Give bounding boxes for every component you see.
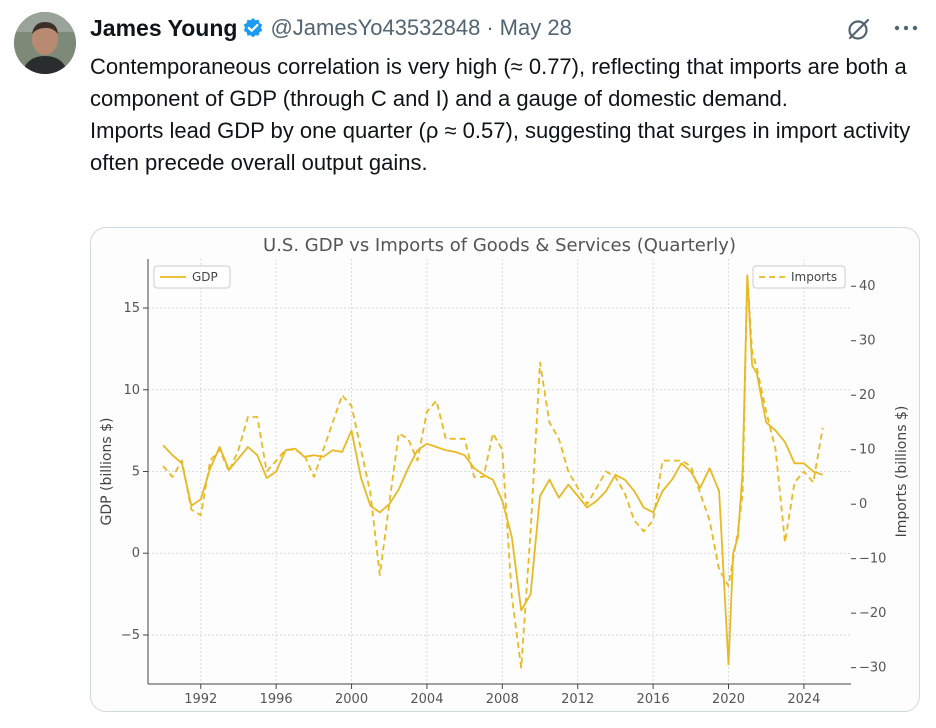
y-tick-label: 10 [123,383,140,398]
y2-tick-label: 0 [859,497,867,512]
y-tick-label: 0 [132,546,140,561]
x-tick-label: 2016 [637,692,670,707]
verified-badge-icon[interactable] [242,17,264,39]
x-tick-label: 1996 [260,692,293,707]
author-avatar[interactable] [14,12,76,74]
y2-tick-label: −20 [859,606,886,621]
legend-box-imports [752,265,846,289]
tweet-paragraph-2: Imports lead GDP by one quarter (ρ ≈ 0.5… [90,118,911,175]
y-tick-label: 15 [123,301,140,316]
legend-box-gdp [153,265,231,289]
x-tick-label: 2024 [787,692,820,707]
more-options-icon[interactable] [893,18,919,38]
y2-tick-label: 10 [859,443,876,458]
tweet-date[interactable]: May 28 [499,15,572,40]
x-tick-label: 2000 [335,692,368,707]
y-tick-label: −5 [121,628,140,643]
tweet-text: Contemporaneous correlation is very high… [90,51,920,179]
chart: U.S. GDP vs Imports of Goods & Services … [99,235,910,707]
grok-icon[interactable] [846,16,872,42]
y-tick-label: 5 [132,465,140,480]
x-tick-label: 2004 [410,692,443,707]
legend-label-imports: Imports [791,270,837,284]
y2-tick-label: 30 [859,334,876,349]
x-tick-label: 2008 [486,692,519,707]
author-name[interactable]: James Young [90,14,238,41]
y2-tick-label: 20 [859,388,876,403]
author-handle[interactable]: @JamesYo43532848 [270,15,481,40]
chart-title: U.S. GDP vs Imports of Goods & Services … [263,235,736,256]
series-line-gdp [162,274,823,666]
header-separator: · [486,15,494,40]
tweet-header: James Young @JamesYo43532848 · May 28 [90,14,572,42]
y2-tick-label: −30 [859,661,886,676]
y2-axis-label: Imports (billions $) [894,406,910,538]
y2-tick-label: −10 [859,552,886,567]
series-line-imports [162,274,824,669]
x-tick-label: 2020 [712,692,745,707]
tweet-media-chart[interactable]: U.S. GDP vs Imports of Goods & Services … [90,227,920,712]
y-axis-label: GDP (billions $) [99,418,115,526]
y2-tick-label: 40 [859,279,876,294]
tweet-paragraph-1: Contemporaneous correlation is very high… [90,54,907,111]
x-tick-label: 2012 [561,692,594,707]
x-tick-label: 1992 [184,692,217,707]
legend-label-gdp: GDP [192,270,218,284]
